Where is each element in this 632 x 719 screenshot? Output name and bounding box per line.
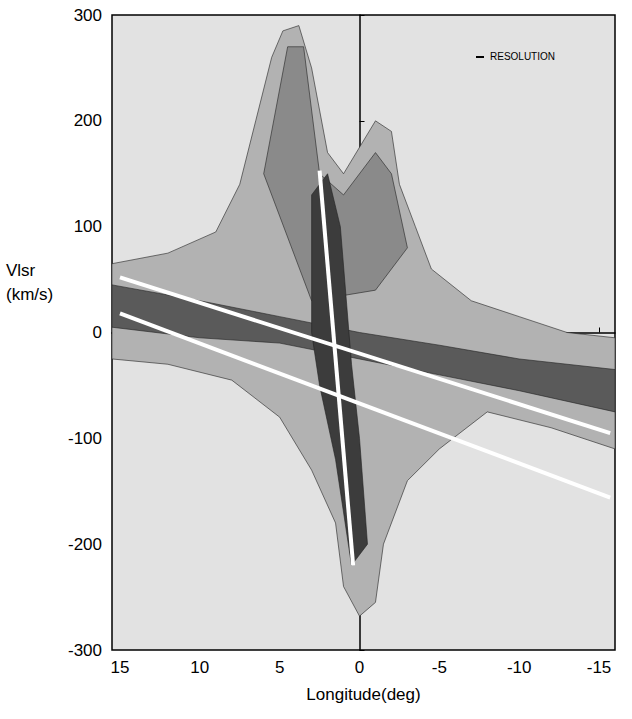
svg-text:10: 10	[190, 658, 209, 677]
svg-text:15: 15	[111, 658, 130, 677]
svg-text:-5: -5	[432, 658, 447, 677]
svg-text:-100: -100	[68, 429, 102, 448]
svg-text:0: 0	[355, 658, 364, 677]
svg-text:Vlsr: Vlsr	[6, 261, 36, 280]
svg-text:Longitude(deg): Longitude(deg)	[306, 685, 420, 704]
svg-text:RESOLUTION: RESOLUTION	[490, 51, 555, 62]
svg-text:-300: -300	[68, 641, 102, 660]
svg-text:(km/s): (km/s)	[6, 285, 53, 304]
svg-text:5: 5	[275, 658, 284, 677]
svg-text:300: 300	[74, 6, 102, 25]
svg-text:-10: -10	[507, 658, 532, 677]
svg-text:0: 0	[93, 323, 102, 342]
svg-text:100: 100	[74, 217, 102, 236]
svg-text:200: 200	[74, 111, 102, 130]
svg-text:-15: -15	[587, 658, 612, 677]
svg-text:-200: -200	[68, 535, 102, 554]
